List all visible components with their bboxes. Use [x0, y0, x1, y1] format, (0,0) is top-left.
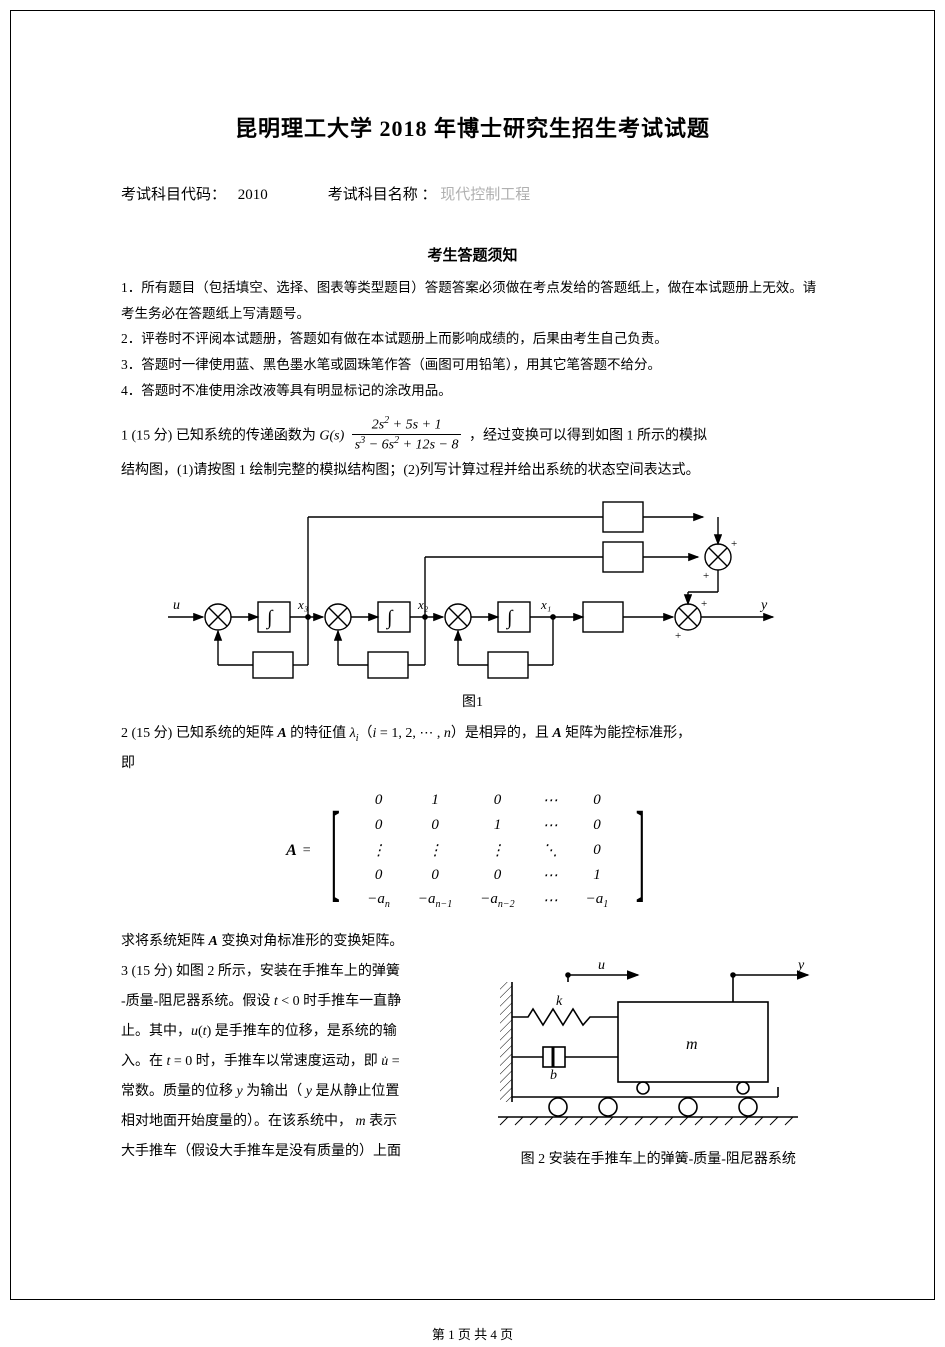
subject-name-label: 考试科目名称 ： — [328, 187, 437, 203]
figure-1-caption: 图1 — [121, 691, 824, 711]
svg-text:+: + — [675, 630, 681, 642]
q3-l4: 常数。质量的位移 y 为输出（ y 是从静止位置 — [121, 1084, 399, 1099]
matrix-cell: −an−2 — [466, 888, 528, 913]
matrix-cell: 1 — [466, 813, 528, 838]
matrix-cell: −an−1 — [404, 888, 466, 913]
matrix-cell: ⋯ — [529, 788, 572, 813]
question-1: 1 (15 分) 已知系统的传递函数为 G(s) 2s2 + 5s + 1 s3… — [121, 417, 824, 485]
svg-text:∫: ∫ — [385, 607, 394, 630]
q2-line3: 求将系统矩阵 A 变换对角标准形的变换矩阵。 — [121, 927, 824, 956]
matrix-cell: ⋮ — [404, 838, 466, 863]
matrix-table: 010⋯0 001⋯0 ⋮⋮⋮⋱0 000⋯1 −an −an−1 −an−2 … — [353, 788, 622, 913]
matrix-cell: 0 — [572, 813, 623, 838]
notice-title: 考生答题须知 — [121, 244, 824, 265]
matrix-cell: ⋮ — [466, 838, 528, 863]
subject-code-label: 考试科目代码： — [121, 187, 226, 203]
q2-text-c: 矩阵为能控标准形， — [565, 726, 691, 741]
q3-points: 3 (15 分) — [121, 964, 172, 979]
q2-text-d: 即 — [121, 756, 135, 771]
svg-text:m: m — [686, 1036, 698, 1053]
equals-sign: = — [303, 843, 311, 859]
q3-l0: 如图 2 所示，安装在手推车上的弹簧 — [176, 964, 400, 979]
q3-l2: 止。其中，u(t) 是手推车的位移，是系统的输 — [121, 1024, 397, 1039]
matrix-cell: 0 — [353, 813, 404, 838]
matrix-cell: 0 — [466, 863, 528, 888]
svg-text:x₂: x₂ — [417, 597, 429, 612]
question-3-text: 3 (15 分) 如图 2 所示，安装在手推车上的弹簧 -质量-阻尼器系统。假设… — [121, 957, 473, 1168]
q3-l5: 相对地面开始度量的）。在该系统中， m 表示 — [121, 1114, 397, 1129]
matrix-cell: 0 — [466, 788, 528, 813]
svg-text:u: u — [598, 958, 605, 973]
matrix-cell: ⋯ — [529, 888, 572, 913]
matrix-cell: ⋯ — [529, 863, 572, 888]
q2-text-b: 的特征值 λi（i = 1, 2, ⋯ , n）是相异的，且 — [290, 726, 552, 741]
matrix-label: A — [286, 842, 297, 860]
matrix-cell: 0 — [353, 863, 404, 888]
q1-prefix: 已知系统的传递函数为 — [176, 429, 320, 444]
q1-line2: 结构图，(1)请按图 1 绘制完整的模拟结构图；(2)列写计算过程并给出系统的状… — [121, 463, 700, 478]
q2-text-a: 已知系统的矩阵 — [176, 726, 278, 741]
matrix-A: A = [ 010⋯0 001⋯0 ⋮⋮⋮⋱0 000⋯1 −an −an−1 … — [121, 788, 824, 913]
figure-2-diagram: m k b u — [498, 957, 818, 1137]
page-container: 昆明理工大学 2018 年博士研究生招生考试试题 考试科目代码： 2010 考试… — [10, 10, 935, 1300]
notice-item: 1．所有题目（包括填空、选择、图表等类型题目）答题答案必须做在考点发给的答题纸上… — [121, 275, 824, 326]
q3-l1: -质量-阻尼器系统。假设 t < 0 时手推车一直静 — [121, 994, 401, 1009]
subject-name: 现代控制工程 — [440, 187, 530, 203]
q1-points: 1 (15 分) — [121, 429, 172, 444]
page-title: 昆明理工大学 2018 年博士研究生招生考试试题 — [121, 111, 824, 143]
matrix-cell: ⋱ — [529, 838, 572, 863]
q1-denominator: s3 − 6s2 + 12s − 8 — [352, 435, 462, 454]
notice-block: 1．所有题目（包括填空、选择、图表等类型题目）答题答案必须做在考点发给的答题纸上… — [121, 275, 824, 403]
q3-l3: 入。在 t = 0 时，手推车以常速度运动，即 u̇ = — [121, 1054, 400, 1069]
q2-A2: A — [552, 726, 561, 741]
q1-numerator: 2s2 + 5s + 1 — [352, 415, 462, 435]
subject-line: 考试科目代码： 2010 考试科目名称 ： 现代控制工程 — [121, 183, 824, 204]
q1-G: G(s) — [319, 429, 344, 444]
figure-2-caption: 图 2 安装在手推车上的弹簧-质量-阻尼器系统 — [493, 1148, 825, 1168]
matrix-cell: 0 — [572, 788, 623, 813]
svg-text:y: y — [796, 958, 805, 973]
svg-text:k: k — [556, 994, 563, 1009]
q2-points: 2 (15 分) — [121, 726, 172, 741]
q1-fraction: 2s2 + 5s + 1 s3 − 6s2 + 12s − 8 — [352, 415, 462, 454]
svg-text:∫: ∫ — [265, 607, 274, 630]
right-bracket-icon: ] — [636, 804, 645, 898]
matrix-cell: 0 — [404, 813, 466, 838]
svg-text:∫: ∫ — [505, 607, 514, 630]
left-bracket-icon: [ — [330, 804, 339, 898]
matrix-cell: 1 — [404, 788, 466, 813]
matrix-cell: ⋮ — [353, 838, 404, 863]
notice-item: 3．答题时一律使用蓝、黑色墨水笔或圆珠笔作答（画图可用铅笔），用其它笔答题不给分… — [121, 352, 824, 378]
matrix-cell: 1 — [572, 863, 623, 888]
matrix-cell: 0 — [404, 863, 466, 888]
question-3-block: 3 (15 分) 如图 2 所示，安装在手推车上的弹簧 -质量-阻尼器系统。假设… — [121, 957, 824, 1168]
svg-text:u: u — [173, 598, 180, 613]
matrix-cell: 0 — [572, 838, 623, 863]
q3-l6: 大手推车（假设大手推车是没有质量的）上面 — [121, 1144, 401, 1159]
svg-text:x₁: x₁ — [540, 597, 551, 612]
matrix-cell: −an — [353, 888, 404, 913]
matrix-cell: 0 — [353, 788, 404, 813]
matrix-cell: −a1 — [572, 888, 623, 913]
matrix-cell: ⋯ — [529, 813, 572, 838]
svg-text:+: + — [703, 570, 709, 582]
svg-text:x₃: x₃ — [297, 597, 308, 612]
svg-text:b: b — [550, 1068, 557, 1083]
figure-2-block: m k b u — [493, 957, 825, 1168]
svg-text:y: y — [759, 598, 768, 613]
svg-text:+: + — [731, 538, 737, 550]
question-2: 2 (15 分) 已知系统的矩阵 A 的特征值 λi（i = 1, 2, ⋯ ,… — [121, 719, 824, 778]
notice-item: 4．答题时不准使用涂改液等具有明显标记的涂改用品。 — [121, 378, 824, 404]
page-footer: 第 1 页 共 4 页 — [0, 1324, 945, 1343]
svg-text:+: + — [701, 598, 707, 610]
figure-1-diagram: u ∫ x₃ ∫ x₂ ∫ — [163, 497, 783, 687]
notice-item: 2．评卷时不评阅本试题册，答题如有做在本试题册上而影响成绩的，后果由考生自己负责… — [121, 326, 824, 352]
subject-code: 2010 — [238, 187, 268, 203]
q1-mid: ，经过变换可以得到如图 1 所示的模拟 — [469, 429, 707, 444]
q2-A1: A — [277, 726, 286, 741]
